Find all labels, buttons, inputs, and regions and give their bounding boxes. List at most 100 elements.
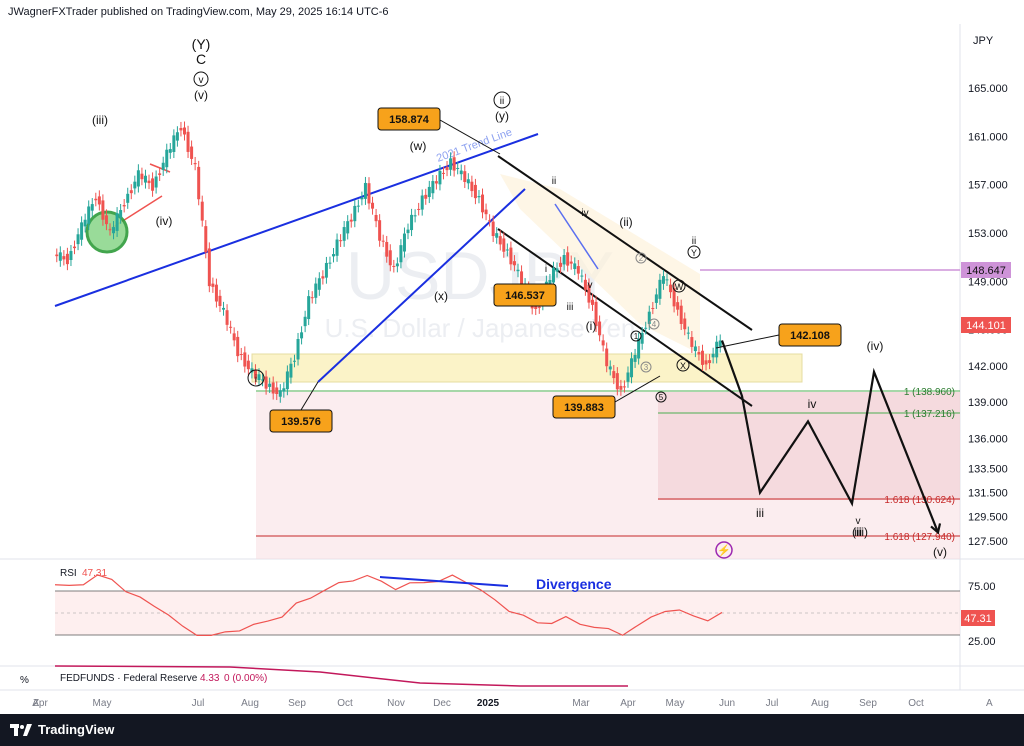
candle-body (612, 371, 616, 379)
candle-body (300, 332, 304, 339)
chart-area[interactable]: USDJPY U.S. Dollar / Japanese Yen 1 (138… (0, 24, 1024, 714)
candle-body (651, 307, 655, 309)
candle-body (392, 265, 396, 267)
candle-body (491, 221, 495, 237)
candle-body (661, 276, 665, 284)
candle-body (683, 318, 687, 330)
candle-body (80, 222, 84, 240)
fib-label-3: 1.618 (130.624) (884, 495, 955, 506)
candle-body (168, 149, 172, 153)
rsi-label: RSI (60, 568, 77, 579)
candle-body (381, 240, 385, 242)
candle-body (90, 204, 94, 211)
publish-info-bar: JWagnerFXTrader published on TradingView… (0, 0, 1024, 24)
candle-body (261, 379, 265, 381)
candle-body (420, 195, 424, 210)
candle-body (371, 202, 375, 209)
price-tick-label: 136.000 (968, 433, 1008, 445)
candle-body (445, 167, 449, 171)
candle-body (502, 238, 506, 252)
svg-text:⚡: ⚡ (717, 544, 731, 557)
wave-labels: (Y) C v (v) (iii) (iv) i (w) ii (y) (x) … (92, 36, 947, 559)
candle-body (292, 360, 296, 362)
price-tick-label: 157.000 (968, 180, 1008, 192)
price-series (55, 121, 722, 403)
candle-body (321, 276, 325, 279)
price-tick-label: 149.000 (968, 276, 1008, 288)
percent-symbol: % (20, 675, 29, 686)
candle-body (615, 373, 619, 390)
candle-body (87, 206, 91, 224)
time-tick-label: Oct (337, 698, 353, 709)
candle-body (175, 132, 179, 141)
wave-label: ii (552, 176, 556, 187)
chart-svg[interactable]: USDJPY U.S. Dollar / Japanese Yen 1 (138… (0, 24, 1024, 714)
candle-body (367, 183, 371, 204)
wave-label: W (675, 282, 684, 292)
candle-body (481, 194, 485, 213)
candle-body (314, 283, 318, 298)
candle-body (559, 262, 563, 267)
wave-label: (iii) (92, 113, 108, 127)
candle-body (65, 253, 69, 265)
candle-body (385, 241, 389, 257)
candle-body (165, 149, 169, 168)
candle-body (101, 200, 105, 220)
candle-body (580, 275, 584, 277)
candle-body (342, 227, 346, 241)
candle-body (108, 229, 112, 231)
candle-body (569, 261, 573, 264)
wave-label: (y) (495, 109, 509, 123)
candle-body (55, 254, 59, 257)
candle-body (186, 131, 190, 152)
candle-body (516, 269, 520, 272)
candle-body (679, 305, 683, 324)
rsi-tick-75: 75.00 (968, 581, 996, 593)
candle-body (83, 219, 87, 227)
rsi-tick-25: 25.00 (968, 636, 996, 648)
candle-body (353, 205, 357, 222)
time-tick-label: Apr (32, 698, 48, 709)
candle-body (246, 360, 250, 370)
time-tick-label: 2025 (477, 698, 500, 709)
candle-body (406, 229, 410, 234)
fib-label-4: 1.618 (127.940) (884, 532, 955, 543)
callout-146: 146.537 (493, 283, 557, 307)
candle-body (158, 173, 162, 175)
rsi-legend-value: 47.31 (82, 568, 107, 579)
candle-body (133, 181, 137, 189)
candle-body (548, 280, 552, 284)
candle-body (427, 186, 431, 198)
candle-body (151, 178, 155, 191)
candle-body (140, 173, 144, 180)
channel-lower (497, 228, 753, 407)
candle-body (697, 352, 701, 355)
wave-label: Y (691, 248, 697, 258)
candle-body (94, 198, 98, 201)
a-button[interactable]: A (986, 698, 993, 709)
candle-body (676, 302, 680, 310)
candle-body (395, 263, 399, 267)
candle-body (296, 338, 300, 360)
candle-body (136, 170, 140, 187)
rsi-line (54, 574, 723, 637)
candle-body (711, 353, 715, 358)
candle-body (438, 170, 442, 185)
callout-142: 142.108 (715, 323, 842, 349)
candle-body (328, 262, 332, 264)
candle-body (601, 340, 605, 346)
callout-139-883-text: 139.883 (564, 402, 604, 414)
candle-body (587, 284, 591, 303)
candle-body (537, 306, 541, 308)
candle-body (307, 296, 311, 320)
candle-body (214, 284, 218, 302)
callout-158: 158.874 (377, 107, 501, 155)
lightning-icon[interactable]: ⚡ (715, 541, 733, 559)
candle-body (285, 371, 289, 390)
level-148-text: 148.647 (966, 265, 1006, 277)
candle-body (718, 340, 722, 347)
z-button[interactable]: Z (33, 698, 39, 709)
candle-body (264, 376, 268, 389)
candle-body (243, 352, 247, 367)
wave-label: 1 (634, 332, 639, 341)
